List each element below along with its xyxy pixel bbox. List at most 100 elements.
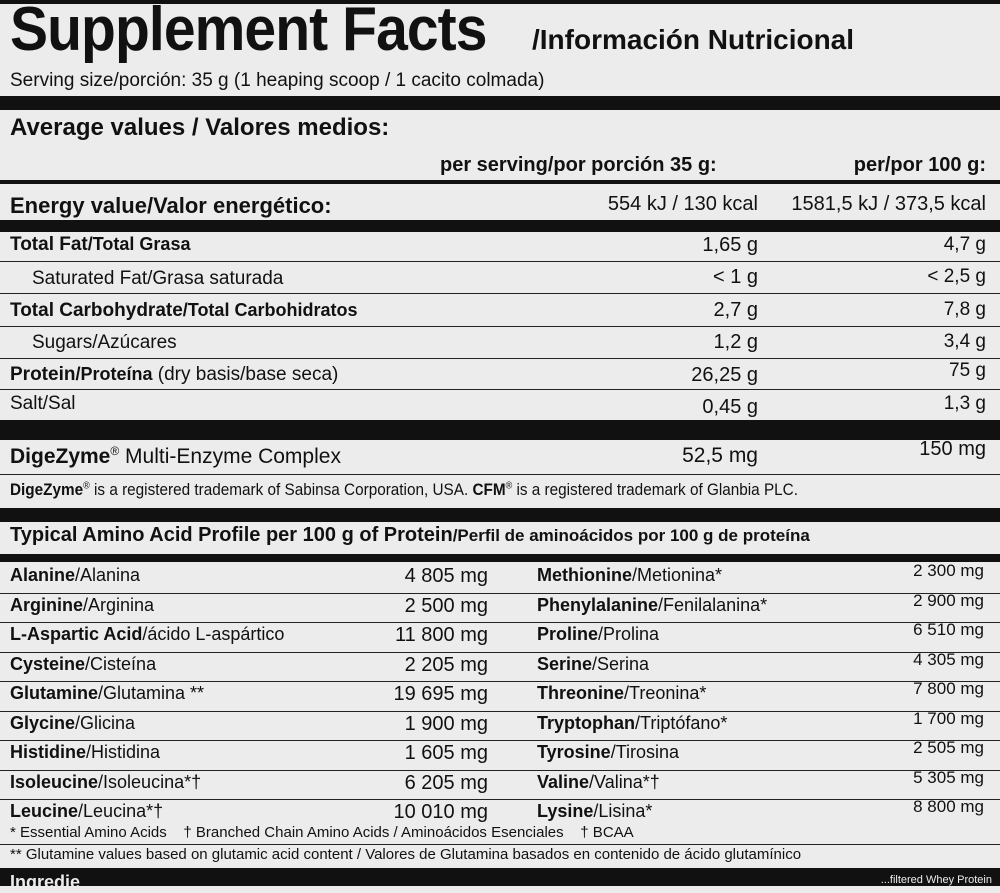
nutrient-label-es: /Grasa saturada (147, 268, 284, 289)
amino-name-en: Serine (537, 653, 593, 674)
amino-label: Cysteine/Cisteína (10, 654, 156, 675)
enzyme-label: DigeZyme® Multi-Enzyme Complex (10, 444, 341, 469)
amino-name-es: /Histidina (86, 742, 161, 762)
amino-name-es: /Valina*† (589, 771, 660, 792)
nutrient-label: Total Fat (10, 234, 88, 255)
amino-name-en: Isoleucine (10, 771, 99, 792)
registered-mark: ® (505, 480, 513, 492)
nutrient-label: Salt (10, 393, 43, 414)
amino-label: Leucine/Leucina*† (10, 801, 163, 822)
row-line (0, 769, 1000, 771)
amino-heading-es: /Perfil de aminoácidos por 100 g de prot… (452, 526, 810, 545)
amino-label: Valine/Valina*† (537, 772, 660, 793)
amino-name-es: /Prolina (598, 624, 660, 644)
trademark-c: CFM (472, 480, 506, 499)
amino-label: Glutamine/Glutamina ** (10, 683, 204, 704)
amino-label: Arginine/Arginina (10, 595, 154, 616)
row-line (0, 681, 1000, 682)
amino-name-en: Tyrosine (537, 742, 611, 762)
serving-size: Serving size/porción: 35 g (1 heaping sc… (10, 70, 545, 91)
row-line (0, 799, 1000, 800)
amino-name-es: /Glicina (75, 712, 136, 733)
amino-name-es: /Serina (592, 653, 650, 674)
nutrient-serving: 2,7 g (713, 299, 758, 321)
col-header-100g: per/por 100 g: (853, 154, 986, 176)
amino-name-en: Alanine (10, 565, 76, 585)
amino-value: 2 205 mg (404, 653, 488, 676)
enzyme-100g: 150 mg (919, 438, 986, 460)
energy-100g: 1581,5 kJ / 373,5 kcal (791, 193, 986, 215)
footnote-2: ** Glutamine values based on glutamic ac… (10, 846, 802, 863)
amino-name-en: Proline (537, 624, 599, 644)
amino-label: Alanine/Alanina (10, 565, 140, 586)
amino-value: 6 510 mg (913, 620, 984, 639)
amino-value: 2 500 mg (404, 594, 488, 617)
amino-name-en: Methionine (537, 565, 632, 585)
amino-value: 2 505 mg (913, 738, 984, 757)
divider (0, 554, 1000, 562)
row-line (0, 740, 1000, 741)
nutrient-serving: 26,25 g (691, 364, 758, 386)
page-title-es: /Información Nutricional (532, 24, 855, 55)
trademark-a: DigeZyme (10, 480, 84, 499)
nutrient-serving: 0,45 g (702, 396, 758, 418)
amino-name-en: Tryptophan (537, 712, 635, 733)
amino-name-es: /Triptófano* (635, 712, 728, 733)
amino-label: Serine/Serina (537, 654, 649, 675)
enzyme-rest: Multi-Enzyme Complex (119, 445, 341, 468)
registered-mark: ® (83, 480, 90, 492)
amino-value: 2 300 mg (913, 561, 984, 580)
amino-label: Proline/Prolina (537, 624, 659, 645)
nutrient-100g: 4,7 g (943, 234, 986, 255)
amino-name-en: L-Aspartic Acid (10, 624, 143, 644)
nutrient-serving: 1,65 g (702, 234, 758, 256)
nutrient-label-es: /Total Carbohidratos (182, 300, 358, 320)
amino-name-es: /Metionina* (632, 565, 723, 585)
ingredients-snippet: ...filtered Whey Protein (880, 874, 992, 886)
nutrient-label-es: /Azúcares (92, 332, 177, 353)
nutrient-label: Saturated Fat (32, 268, 148, 289)
nutrient-100g: 3,4 g (943, 331, 986, 352)
row-line (0, 389, 1000, 390)
top-border (0, 0, 1000, 4)
amino-value: 8 800 mg (913, 797, 984, 816)
amino-name-en: Glutamine (10, 683, 99, 703)
nutrient-label-es: /Sal (42, 393, 76, 414)
amino-label: Lysine/Lisina* (537, 801, 652, 822)
amino-name-es: /Cisteína (85, 653, 157, 674)
amino-name-en: Glycine (10, 712, 76, 733)
divider-thick (0, 96, 1000, 110)
amino-name-es: /Isoleucina*† (98, 771, 202, 792)
amino-value: 2 900 mg (913, 590, 984, 610)
row-line (0, 293, 1000, 294)
amino-label: Isoleucine/Isoleucina*† (10, 772, 201, 793)
average-heading: Average values / Valores medios: (10, 114, 390, 141)
amino-value: 1 605 mg (404, 742, 488, 764)
row-line (0, 592, 1000, 594)
amino-label: Tryptophan/Triptófano* (537, 713, 727, 734)
energy-label: Energy value/Valor energético: (10, 193, 332, 218)
amino-value: 7 800 mg (913, 679, 984, 698)
amino-heading: Typical Amino Acid Profile per 100 g of … (10, 524, 810, 547)
divider-thick (0, 420, 1000, 440)
nutrient-label-es: /Total Grasa (87, 234, 191, 254)
row-line (0, 622, 1000, 623)
amino-name-es: /ácido L-aspártico (142, 624, 285, 644)
amino-label: Phenylalanine/Fenilalanina* (537, 595, 767, 616)
trademark-b: is a registered trademark of Sabinsa Cor… (89, 480, 473, 499)
amino-label: Methionine/Metionina* (537, 565, 722, 586)
energy-serving: 554 kJ / 130 kcal (607, 193, 758, 215)
amino-name-en: Arginine (10, 594, 84, 615)
trademark-note: DigeZyme® is a registered trademark of S… (10, 480, 798, 500)
registered-mark: ® (110, 444, 120, 458)
amino-name-en: Threonine (537, 683, 625, 703)
amino-value: 1 900 mg (404, 712, 488, 735)
divider-thick (0, 868, 1000, 886)
amino-name-es: /Glutamina ** (98, 683, 205, 703)
col-header-serving: per serving/por porción 35 g: (440, 154, 717, 176)
nutrient-serving: < 1 g (712, 266, 758, 288)
page-title: Supplement Facts (10, 0, 487, 64)
trademark-d: is a registered trademark of Glanbia PLC… (512, 480, 798, 499)
amino-name-es: /Treonina* (624, 683, 707, 703)
amino-label: Histidine/Histidina (10, 742, 160, 763)
